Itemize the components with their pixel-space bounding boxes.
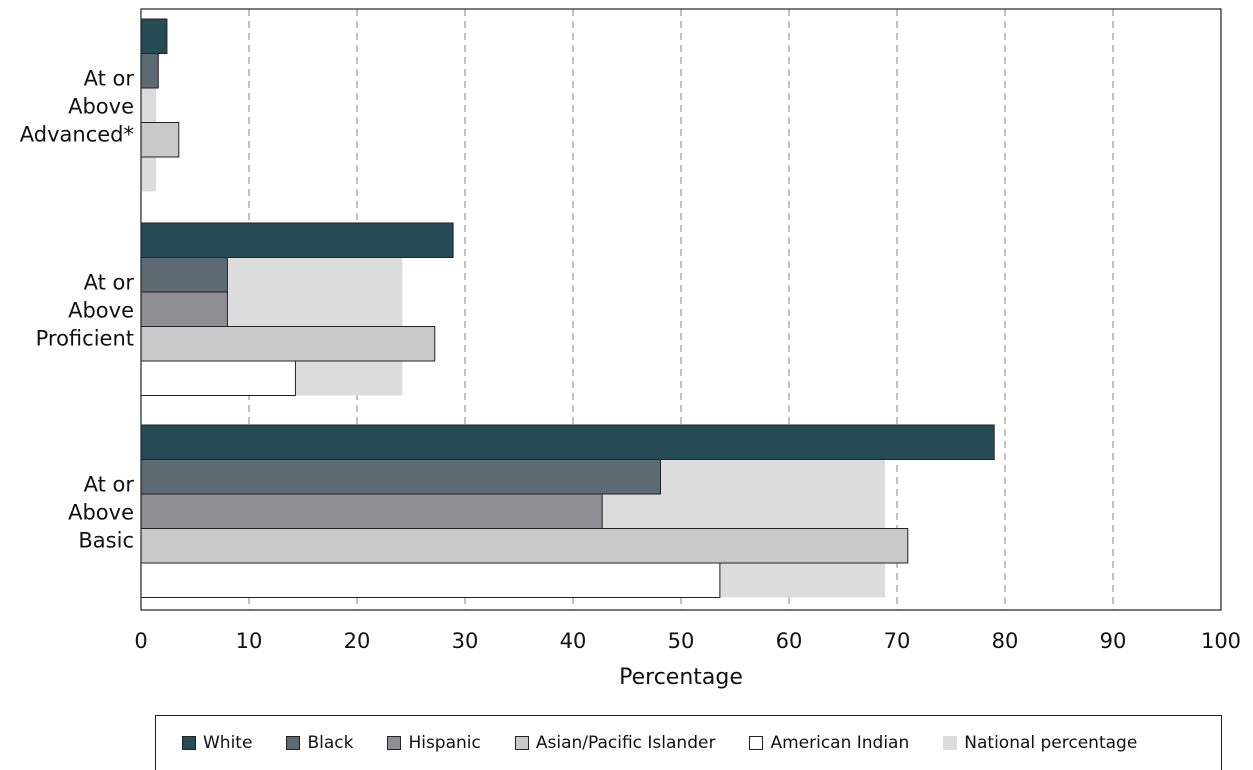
legend-swatch — [943, 736, 958, 750]
x-tick-label: 90 — [1100, 629, 1127, 653]
x-tick-labels: 0 10 20 30 40 50 60 70 80 90 100 — [134, 629, 1241, 653]
x-tick-label: 70 — [884, 629, 911, 653]
plot-frame — [140, 8, 1222, 611]
bar-white — [140, 424, 995, 460]
bar-black — [140, 257, 228, 293]
x-tick-label: 80 — [992, 629, 1019, 653]
legend-swatch — [749, 736, 764, 750]
legend-item: American Indian — [749, 733, 909, 753]
x-tick-label: 60 — [776, 629, 803, 653]
x-tick-label: 50 — [668, 629, 695, 653]
legend-item: White — [182, 733, 252, 753]
legend-label: Asian/Pacific Islander — [535, 733, 716, 753]
category-label: At or — [84, 66, 135, 90]
category-label: Advanced* — [20, 122, 134, 146]
bar-hispanic — [140, 291, 228, 327]
category-label: Basic — [78, 528, 134, 552]
legend: White Black Hispanic Asian/Pacific Islander… — [155, 715, 1222, 770]
bar-american-indian — [140, 562, 721, 598]
bar-black — [140, 53, 159, 89]
bar-hispanic — [140, 493, 603, 529]
category-label: Proficient — [36, 326, 134, 350]
x-tick-label: 20 — [344, 629, 371, 653]
category-label: Above — [68, 298, 134, 322]
bar-american-indian — [140, 360, 296, 396]
bar-asian-pacific-islander — [140, 528, 909, 564]
legend-label: Black — [307, 733, 354, 753]
x-tick-label: 0 — [134, 629, 147, 653]
x-tick-label: 100 — [1201, 629, 1241, 653]
category-label: At or — [84, 270, 135, 294]
bar-white — [140, 18, 168, 54]
bar-black — [140, 459, 661, 495]
category-label: Above — [68, 500, 134, 524]
legend-item: Black — [286, 733, 353, 753]
legend-swatch — [182, 736, 196, 750]
legend-item: National percentage — [943, 733, 1137, 753]
legend-label: Hispanic — [408, 733, 481, 753]
legend-item: Asian/Pacific Islander — [514, 733, 716, 753]
bar-asian-pacific-islander — [140, 122, 180, 158]
x-tick-label: 40 — [560, 629, 587, 653]
legend-swatch — [387, 736, 402, 750]
bar-asian-pacific-islander — [140, 326, 436, 362]
legend-item: Hispanic — [387, 733, 481, 753]
x-tick-label: 30 — [452, 629, 479, 653]
bars — [140, 18, 995, 598]
legend-label: American Indian — [770, 733, 910, 753]
x-tick-label: 10 — [236, 629, 263, 653]
x-axis-label: Percentage — [619, 665, 743, 690]
legend-swatch — [286, 736, 301, 750]
legend-label: White — [203, 733, 253, 753]
category-labels: At or Above Advanced* At or Above Proficient A… — [20, 66, 135, 552]
category-label: Above — [68, 94, 134, 118]
legend-label: National percentage — [964, 733, 1138, 753]
category-label: At or — [84, 472, 135, 496]
chart: 0 10 20 30 40 50 60 70 80 90 100 At or Above Advance… — [20, 8, 1241, 690]
legend-swatch — [514, 736, 529, 750]
bar-white — [140, 222, 454, 258]
